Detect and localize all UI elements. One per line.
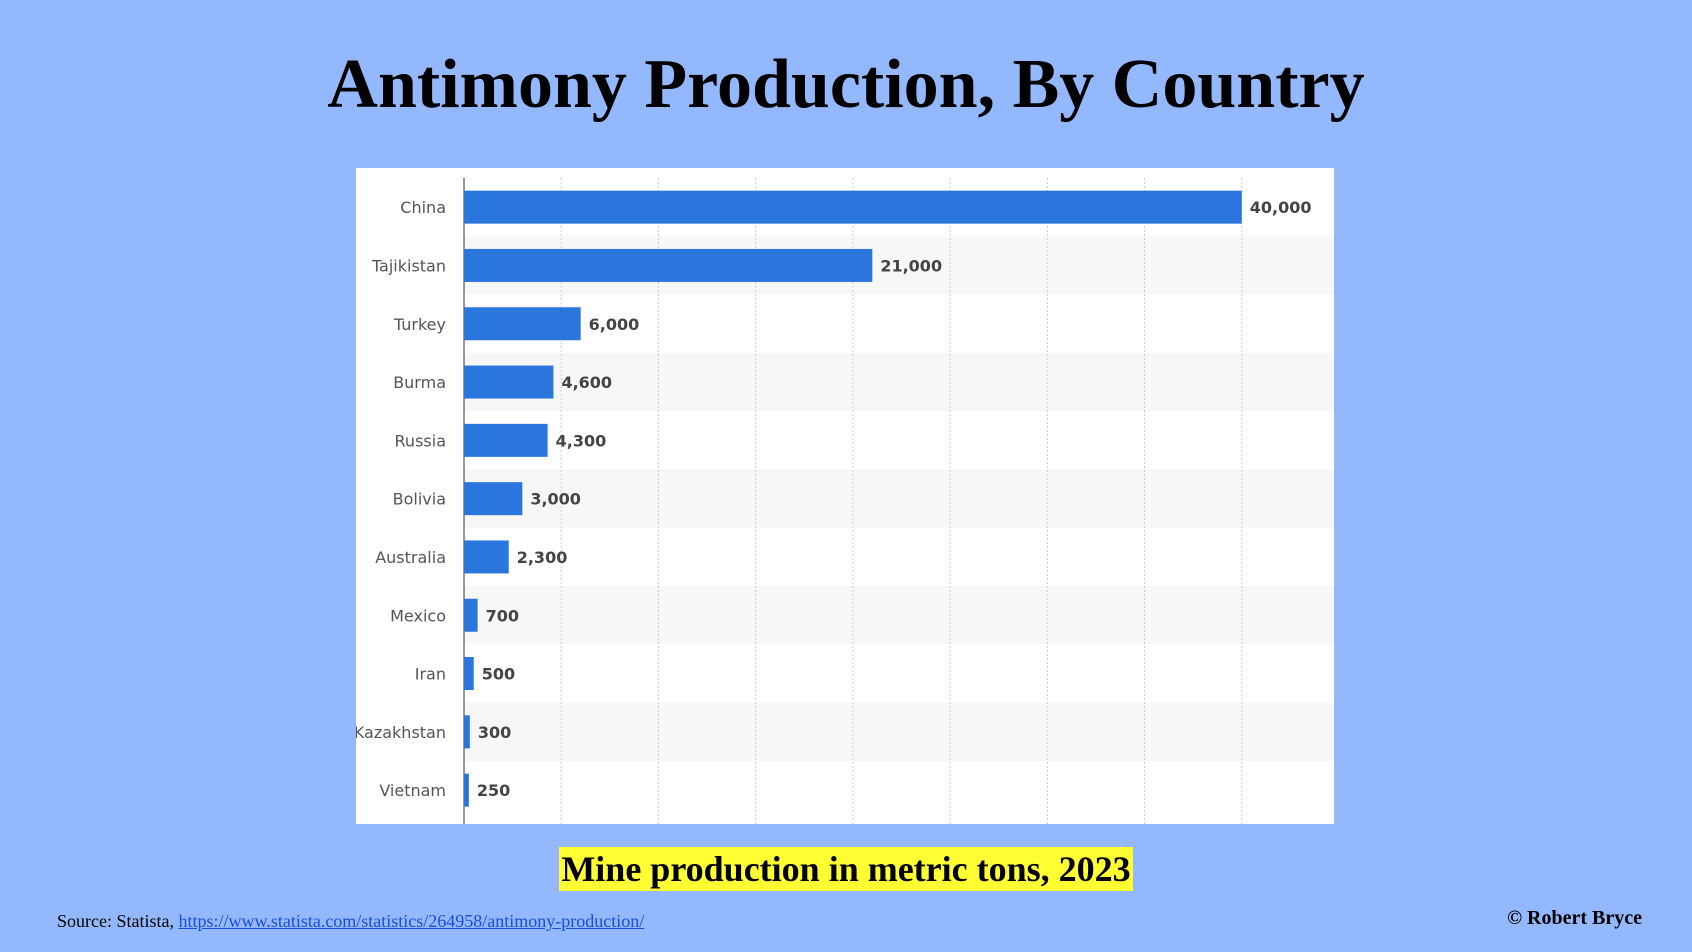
category-label: Vietnam	[379, 781, 446, 800]
value-label: 4,600	[561, 373, 612, 392]
value-label: 250	[477, 781, 510, 800]
chart-title: Antimony Production, By Country	[327, 46, 1365, 123]
category-label: Russia	[395, 431, 446, 450]
bar-tajikistan	[464, 248, 873, 282]
bar-chart: China 40,000 Tajikistan 21,000 Turkey 6,000 Bu…	[356, 178, 1334, 824]
value-label: 3,000	[530, 490, 581, 509]
category-label: Turkey	[393, 315, 446, 334]
value-label: 4,300	[556, 431, 607, 450]
row-band	[464, 702, 1334, 761]
bar-russia	[464, 423, 548, 457]
bar-china	[464, 190, 1242, 224]
value-label: 300	[478, 723, 511, 742]
value-label: 2,300	[517, 548, 568, 567]
source-note: Source: Statista, https://www.statista.c…	[57, 911, 644, 932]
source-link[interactable]: https://www.statista.com/statistics/2649…	[178, 911, 645, 931]
bar-turkey	[464, 307, 581, 341]
chart-subtitle: Mine production in metric tons, 2023	[559, 847, 1133, 891]
row-band	[464, 352, 1334, 412]
bar-australia	[464, 540, 509, 574]
category-label: Burma	[393, 373, 446, 392]
value-label: 500	[482, 665, 515, 684]
chart-panel: China 40,000 Tajikistan 21,000 Turkey 6,000 Bu…	[356, 168, 1334, 824]
value-label: 40,000	[1250, 198, 1312, 217]
category-label: Kazakhstan	[356, 723, 446, 742]
category-label: China	[400, 198, 446, 217]
row-band	[464, 469, 1334, 528]
bar-burma	[464, 365, 554, 399]
row-band	[464, 586, 1334, 645]
bar-iran	[464, 657, 474, 691]
copyright-notice: © Robert Bryce	[1507, 907, 1642, 929]
bar-mexico	[464, 598, 478, 632]
value-label: 21,000	[880, 256, 942, 275]
bar-bolivia	[464, 482, 523, 516]
bar-kazakhstan	[464, 715, 470, 749]
category-label: Bolivia	[393, 490, 446, 509]
category-label: Iran	[415, 665, 446, 684]
category-label: Australia	[375, 548, 446, 567]
source-prefix: Source: Statista,	[57, 911, 179, 931]
category-label: Tajikistan	[371, 256, 446, 275]
value-label: 700	[486, 606, 519, 625]
bar-vietnam	[464, 773, 469, 807]
category-label: Mexico	[390, 606, 446, 625]
subtitle-container: Mine production in metric tons, 2023	[0, 847, 1692, 891]
value-label: 6,000	[589, 315, 640, 334]
